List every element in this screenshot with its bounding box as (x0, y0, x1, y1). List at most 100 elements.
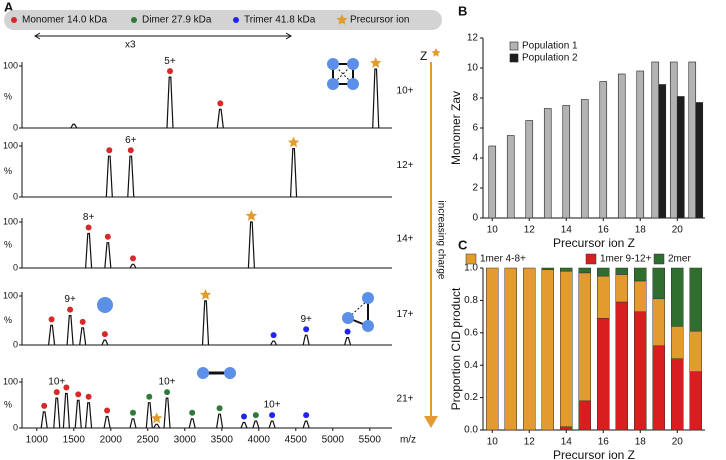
panel-label: A (4, 0, 14, 14)
peak-label: 10+ (159, 377, 176, 388)
peak (270, 340, 278, 346)
y-tick-label: 0.8 (464, 295, 478, 306)
bar-segment (541, 267, 554, 270)
bar (580, 99, 589, 219)
y-tick-label: 100 (3, 290, 18, 300)
y-tick-label: 0.0 (464, 425, 478, 436)
peak (201, 300, 210, 346)
bar-segment (578, 267, 591, 274)
peak (40, 411, 48, 429)
peak-marker (106, 147, 113, 154)
bar (599, 81, 608, 219)
peak-label: 8+ (83, 212, 95, 223)
y-tick-label: 0.4 (464, 360, 478, 371)
legend-label: Trimer 41.8 kDa (244, 15, 316, 26)
legend-label: Precursor ion (350, 15, 409, 26)
x-tick-label: 2000 (100, 435, 123, 446)
y-tick-label: 0 (13, 191, 18, 201)
peak-marker (151, 412, 163, 424)
trimer-icon (342, 292, 374, 332)
peak (372, 68, 380, 129)
peak (85, 402, 93, 429)
y-tick-label: 8 (472, 93, 478, 104)
x-tick-label: 16 (598, 225, 610, 236)
peak (129, 263, 137, 269)
x-axis-label: Precursor ion Z (553, 448, 635, 460)
x-tick-label: 12 (524, 437, 536, 448)
charge-label: 12+ (397, 160, 414, 171)
bar (506, 135, 515, 219)
peak-marker (130, 409, 136, 416)
peak-label: 10+ (264, 400, 281, 411)
tetramer-icon (327, 58, 359, 90)
y-tick-label: 0.2 (464, 392, 478, 403)
x-tick-label: 5000 (322, 435, 345, 446)
peak (302, 334, 310, 346)
peak (103, 415, 111, 429)
peak (79, 327, 87, 346)
peak-marker (269, 412, 276, 419)
y-tick-label: 10 (467, 63, 479, 74)
peak (127, 155, 135, 198)
x-tick-label: 18 (635, 437, 647, 448)
peak-marker (104, 233, 111, 240)
bar-segment (523, 267, 536, 431)
peak-marker (287, 136, 300, 148)
peak-marker (245, 210, 258, 221)
bar-segment (597, 317, 610, 431)
peak-marker (216, 405, 223, 412)
bar (669, 61, 678, 219)
charge-label: 10+ (397, 86, 414, 97)
bar-segment (560, 270, 573, 428)
bar (651, 61, 660, 219)
y-tick-label: 100 (3, 140, 18, 150)
peak (48, 324, 56, 346)
peak (240, 421, 248, 429)
legend-swatch (585, 253, 597, 265)
legend-marker (336, 14, 348, 25)
legend-swatch (653, 253, 665, 265)
legend-swatch (465, 253, 477, 265)
dimer-icon (197, 367, 236, 379)
bar-segment (689, 267, 702, 332)
legend-label: Monomer 14.0 kDa (22, 15, 107, 26)
bar-segment (689, 330, 702, 372)
bar-segment (578, 272, 591, 402)
peak (188, 418, 196, 429)
y-axis-label: % (4, 239, 12, 249)
bar-segment (615, 274, 628, 303)
legend-swatch (509, 41, 519, 51)
peak-label: 6+ (125, 135, 137, 146)
legend-marker (131, 17, 137, 23)
y-tick-label: 6 (472, 123, 478, 134)
peak (344, 337, 352, 346)
y-tick-label: 100 (3, 60, 18, 70)
y-tick-label: 0 (13, 422, 18, 432)
range-factor: x3 (125, 40, 136, 51)
peak-label: 9+ (300, 314, 312, 325)
peak (166, 76, 174, 129)
bar (658, 84, 667, 219)
legend-label: 1mer 9-12+ (600, 254, 652, 265)
peak-marker (127, 147, 134, 154)
peak (302, 420, 310, 429)
x-tick-label: 16 (598, 437, 610, 448)
bar-segment (597, 275, 610, 319)
bar-segment (504, 267, 517, 431)
legend-label: 1mer 4-8+ (480, 254, 526, 265)
bar-segment (652, 345, 665, 431)
peak-marker (85, 224, 92, 231)
y-axis-label: % (4, 166, 12, 176)
peak (163, 397, 171, 429)
trend-label: increasing charge (435, 201, 446, 280)
peak (74, 399, 82, 429)
peak (215, 413, 224, 429)
peak-marker (303, 412, 310, 419)
peak-label: 10+ (48, 377, 65, 388)
x-tick-label: 14 (561, 437, 573, 448)
x-tick-label: 5500 (359, 435, 382, 446)
panel-label: C (458, 237, 468, 252)
y-axis-label: Proportion CID product (449, 287, 463, 410)
peak-marker (146, 393, 153, 400)
peak (216, 108, 224, 129)
